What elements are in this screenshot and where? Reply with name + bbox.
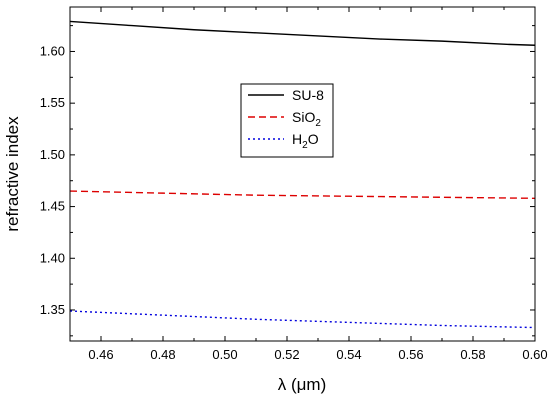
plot-frame — [69, 6, 536, 342]
legend-box — [240, 83, 334, 158]
x-tick-label: 0.50 — [212, 347, 237, 362]
legend-label: H2O — [292, 131, 319, 151]
x-tick-label: 0.60 — [522, 347, 547, 362]
legend-label: SU-8 — [292, 87, 324, 103]
x-tick-label: 0.56 — [398, 347, 423, 362]
y-tick-label: 1.45 — [40, 199, 65, 214]
x-tick-label: 0.52 — [274, 347, 299, 362]
y-tick-label: 1.55 — [40, 95, 65, 110]
legend-label: SiO2 — [292, 109, 321, 129]
y-axis-title: refractive index — [3, 116, 22, 232]
ticks-layer: 0.46 0.48 0.50 0.52 0.54 0.56 0.58 0.60 1.35 1.40… — [40, 7, 548, 362]
x-tick-label: 0.46 — [88, 347, 113, 362]
y-tick-label: 1.40 — [40, 250, 65, 265]
x-tick-label: 0.48 — [150, 347, 175, 362]
y-tick-label: 1.35 — [40, 302, 65, 317]
series-line-h2o — [69, 310, 536, 329]
series-line-sio2 — [69, 190, 536, 199]
x-tick-label: 0.54 — [336, 347, 361, 362]
series-layer — [69, 20, 536, 329]
series-line-su-8 — [69, 20, 536, 46]
x-tick-label: 0.58 — [460, 347, 485, 362]
y-tick-label: 1.50 — [40, 147, 65, 162]
y-tick-label: 1.60 — [40, 43, 65, 58]
x-axis-title: λ (μm) — [278, 375, 327, 394]
